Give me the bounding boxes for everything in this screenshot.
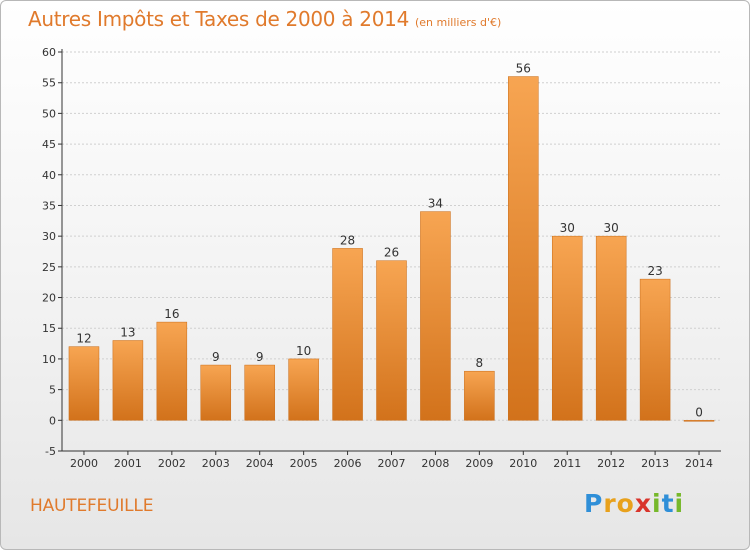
data-label: 23 [647, 264, 662, 278]
bar [595, 235, 627, 421]
data-label: 13 [120, 326, 135, 340]
y-tick-label: 50 [42, 107, 56, 120]
data-label: 28 [340, 233, 355, 247]
data-label: 10 [296, 344, 311, 358]
logo-letter: i [652, 489, 662, 518]
bar [156, 321, 188, 421]
y-tick-label: 45 [42, 138, 56, 151]
x-tick-label: 2002 [158, 457, 186, 470]
bar [508, 76, 539, 421]
x-tick-label: 2013 [641, 457, 669, 470]
x-tick-label: 2007 [378, 457, 406, 470]
data-label: 30 [604, 221, 619, 235]
x-tick-label: 2003 [202, 457, 230, 470]
data-label: 12 [76, 332, 91, 346]
logo-letter: P [584, 489, 604, 518]
x-tick-label: 2012 [597, 457, 625, 470]
bar [464, 370, 495, 421]
x-tick-label: 2014 [685, 457, 713, 470]
chart-subtitle: (en milliers d'€) [415, 16, 502, 29]
data-label: 8 [476, 356, 484, 370]
x-tick-label: 2001 [114, 457, 142, 470]
y-tick-label: 30 [42, 230, 56, 243]
data-label: 9 [212, 350, 220, 364]
logo-letter: r [603, 489, 617, 518]
proxiti-logo: Proxiti [584, 489, 684, 518]
bar [200, 364, 232, 421]
y-tick-label: 40 [42, 169, 56, 182]
data-label: 0 [695, 405, 703, 419]
x-tick-label: 2005 [290, 457, 318, 470]
y-tick-label: 20 [42, 292, 56, 305]
bar [68, 346, 100, 421]
y-tick-label: 5 [49, 384, 56, 397]
bar [639, 278, 671, 421]
y-tick-label: -5 [45, 445, 56, 458]
chart-title: Autres Impôts et Taxes de 2000 à 2014 [28, 7, 409, 31]
y-tick-label: 55 [42, 77, 56, 90]
data-label: 34 [428, 197, 443, 211]
y-tick-label: 15 [42, 322, 56, 335]
logo-letter: x [634, 489, 652, 518]
bar [376, 260, 407, 421]
chart-title-block: Autres Impôts et Taxes de 2000 à 2014 (en… [28, 7, 501, 31]
bar [683, 420, 715, 422]
y-tick-label: 0 [49, 414, 56, 427]
bar [244, 364, 275, 421]
x-tick-label: 2011 [553, 457, 581, 470]
logo-letter: t [661, 489, 675, 518]
data-label: 30 [560, 221, 575, 235]
data-label: 56 [516, 62, 531, 76]
data-label: 26 [384, 246, 399, 260]
data-label: 9 [256, 350, 264, 364]
logo-letter: i [674, 489, 685, 518]
y-tick-label: 60 [42, 46, 56, 59]
x-tick-label: 2000 [70, 457, 98, 470]
x-tick-label: 2006 [334, 457, 362, 470]
bar [288, 358, 319, 421]
bar [112, 340, 144, 421]
data-label: 16 [164, 307, 179, 321]
commune-name: HAUTEFEUILLE [30, 496, 154, 516]
x-tick-label: 2004 [246, 457, 274, 470]
y-tick-label: 10 [42, 353, 56, 366]
y-tick-label: 35 [42, 199, 56, 212]
bar [332, 248, 363, 421]
x-tick-label: 2008 [421, 457, 449, 470]
x-tick-label: 2010 [509, 457, 537, 470]
x-tick-label: 2009 [465, 457, 493, 470]
bar [551, 235, 583, 421]
y-tick-label: 25 [42, 261, 56, 274]
logo-letter: o [616, 489, 635, 518]
bar [420, 211, 451, 421]
